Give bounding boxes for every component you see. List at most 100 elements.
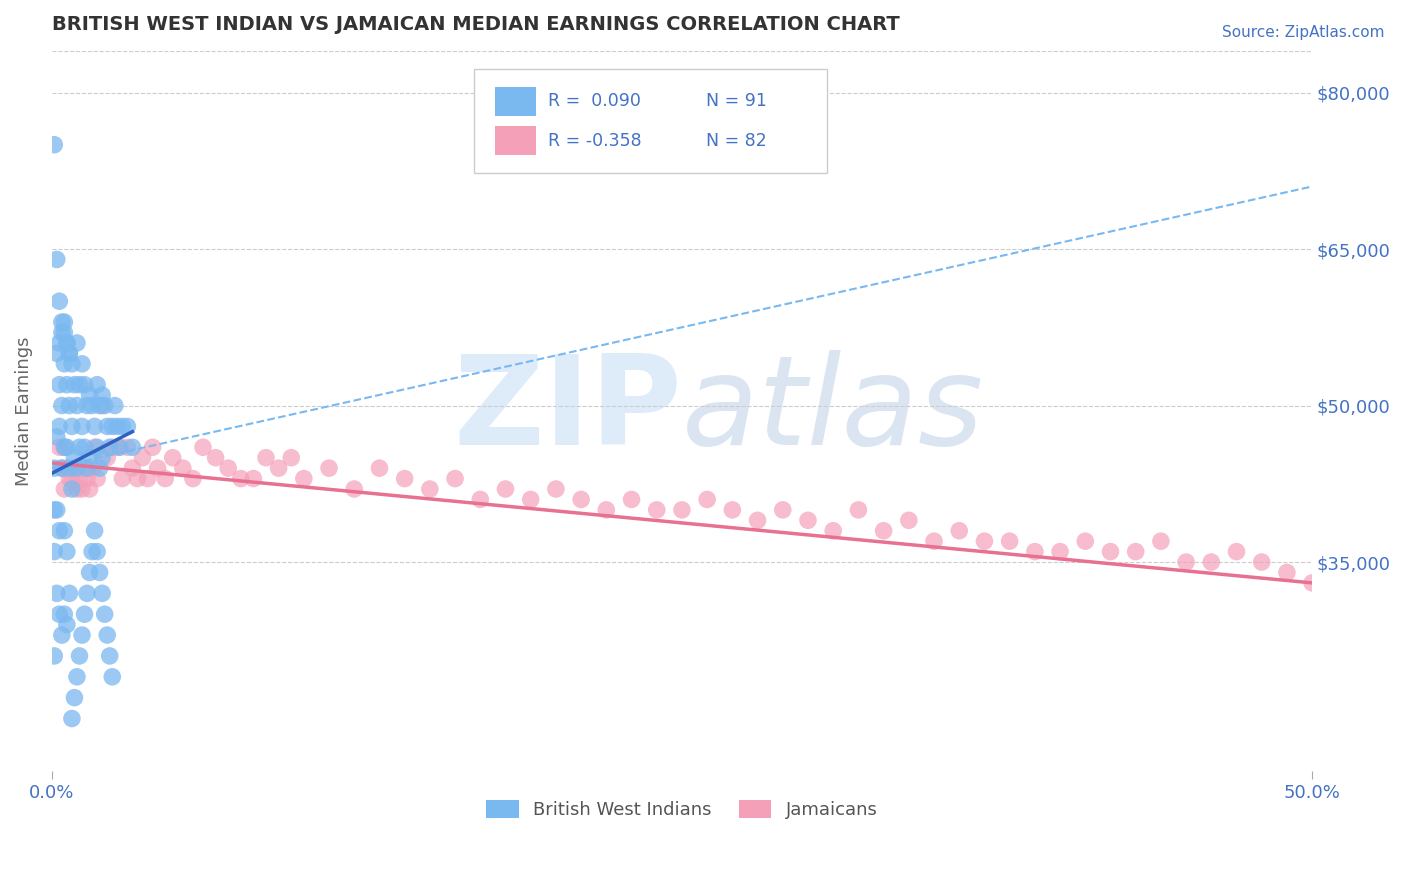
Point [254, 450, 277, 465]
Point [93, 607, 115, 622]
Point [142, 440, 165, 454]
Point [1275, 566, 1298, 580]
Point [58, 346, 80, 360]
Point [86, 544, 108, 558]
Point [242, 472, 264, 486]
Point [73, 377, 96, 392]
Point [948, 524, 970, 538]
Point [73, 461, 96, 475]
Point [1301, 575, 1323, 590]
Point [48, 294, 70, 309]
Point [63, 690, 86, 705]
Point [76, 472, 98, 486]
Point [620, 492, 643, 507]
Point [1099, 544, 1122, 558]
Point [973, 534, 995, 549]
Point [44, 503, 66, 517]
Point [105, 440, 128, 454]
Point [80, 399, 103, 413]
Point [44, 461, 66, 475]
Point [394, 472, 416, 486]
Point [848, 503, 870, 517]
Point [91, 450, 114, 465]
Point [98, 440, 121, 454]
Point [1049, 544, 1071, 558]
Point [121, 461, 143, 475]
Point [53, 524, 76, 538]
Point [45, 430, 67, 444]
Point [191, 440, 214, 454]
Point [772, 503, 794, 517]
Point [897, 513, 920, 527]
Point [60, 482, 83, 496]
Point [56, 335, 79, 350]
Point [53, 326, 76, 340]
Point [645, 503, 668, 517]
Point [1225, 544, 1247, 558]
Point [544, 482, 567, 496]
Point [91, 586, 114, 600]
Point [111, 419, 134, 434]
Point [69, 648, 91, 663]
Point [45, 586, 67, 600]
Point [204, 450, 226, 465]
Point [111, 472, 134, 486]
Point [127, 472, 149, 486]
Point [153, 472, 176, 486]
Point [79, 450, 101, 465]
Point [146, 461, 169, 475]
Point [53, 315, 76, 329]
Point [66, 670, 89, 684]
Point [70, 419, 93, 434]
Point [1150, 534, 1173, 549]
Point [721, 503, 744, 517]
Point [217, 461, 239, 475]
Point [60, 419, 83, 434]
Point [53, 440, 76, 454]
Point [51, 326, 73, 340]
Point [83, 524, 105, 538]
Point [80, 544, 103, 558]
Point [58, 586, 80, 600]
Point [66, 399, 89, 413]
Point [318, 461, 340, 475]
Point [101, 440, 124, 454]
Point [117, 419, 139, 434]
Point [48, 440, 70, 454]
Point [48, 524, 70, 538]
Point [131, 450, 153, 465]
Point [823, 524, 845, 538]
Point [48, 419, 70, 434]
Point [117, 440, 139, 454]
Point [569, 492, 592, 507]
Point [519, 492, 541, 507]
Point [51, 461, 73, 475]
Text: BRITISH WEST INDIAN VS JAMAICAN MEDIAN EARNINGS CORRELATION CHART: BRITISH WEST INDIAN VS JAMAICAN MEDIAN E… [52, 15, 900, 34]
Point [89, 461, 111, 475]
Text: N = 82: N = 82 [706, 132, 766, 150]
Point [58, 346, 80, 360]
Point [121, 440, 143, 454]
Point [1125, 544, 1147, 558]
Point [51, 461, 73, 475]
Point [44, 544, 66, 558]
Point [104, 399, 127, 413]
Point [1250, 555, 1272, 569]
Point [79, 388, 101, 402]
Point [368, 461, 391, 475]
Point [101, 419, 124, 434]
Point [998, 534, 1021, 549]
Point [83, 440, 105, 454]
FancyBboxPatch shape [495, 127, 536, 155]
Point [79, 482, 101, 496]
Legend: British West Indians, Jamaicans: British West Indians, Jamaicans [479, 793, 884, 827]
Point [48, 607, 70, 622]
Point [444, 472, 467, 486]
Point [53, 357, 76, 371]
Point [56, 461, 79, 475]
Point [76, 586, 98, 600]
Point [267, 461, 290, 475]
Point [69, 377, 91, 392]
Point [86, 472, 108, 486]
Point [696, 492, 718, 507]
